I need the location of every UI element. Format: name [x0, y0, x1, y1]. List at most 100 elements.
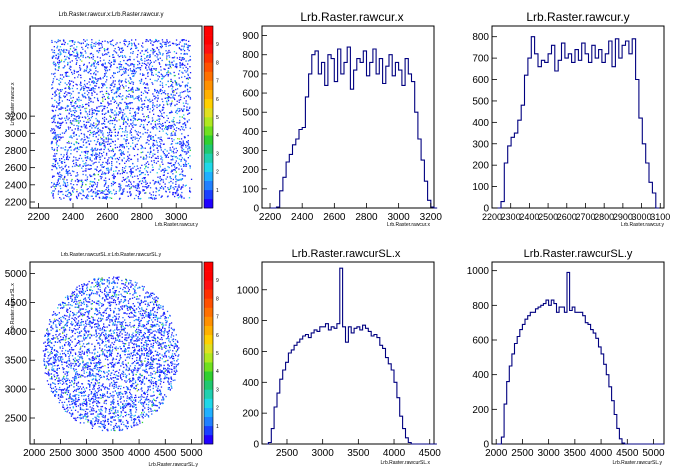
scatter-point [121, 172, 123, 175]
scatter-point [149, 98, 151, 100]
scatter-point [73, 383, 75, 385]
scatter-point [142, 156, 145, 158]
scatter-point [110, 150, 112, 152]
scatter-point [63, 331, 66, 333]
panel-rawcur-2d: Lrb.Raster.rawcur.x:Lrb.Raster.rawcur.y … [5, 12, 219, 228]
scatter-point [85, 117, 87, 119]
scatter-point [143, 158, 145, 160]
scatter-point [68, 99, 70, 101]
scatter-point [139, 304, 141, 306]
scatter-point [182, 174, 184, 176]
scatter-point [124, 56, 127, 58]
scatter-point [115, 348, 117, 350]
scatter-point [134, 360, 136, 363]
scatter-point [138, 420, 141, 422]
scatter-point [150, 61, 152, 63]
scatter-point [131, 102, 133, 104]
scatter-point [78, 315, 81, 317]
scatter-point [115, 290, 117, 292]
scatter-point [108, 120, 110, 122]
scatter-point [63, 92, 66, 94]
scatter-point [110, 43, 112, 45]
scatter-point [132, 88, 134, 90]
scatter-point [59, 51, 61, 53]
scatter-point [102, 196, 104, 198]
scatter-point [133, 68, 135, 70]
scatter-point [169, 176, 171, 178]
x-tick-label: 2400 [519, 212, 539, 222]
scatter-point [144, 341, 146, 343]
scatter-point [165, 45, 167, 47]
scatter-point [181, 149, 183, 152]
scatter-point [151, 117, 154, 119]
scatter-point [156, 100, 158, 102]
scatter-point [146, 355, 148, 357]
scatter-point [85, 165, 87, 167]
scatter-point [70, 103, 72, 105]
scatter-point [57, 394, 60, 396]
scatter-point [158, 40, 160, 42]
scatter-point [130, 187, 132, 189]
scatter-point [164, 121, 166, 124]
scatter-point [160, 305, 162, 307]
scatter-point [110, 108, 112, 111]
scatter-point [110, 156, 112, 158]
scatter-point [114, 176, 116, 178]
scatter-point [104, 98, 106, 100]
scatter-point [81, 93, 84, 96]
scatter-point [86, 137, 89, 139]
scatter-point [70, 135, 72, 137]
scatter-point [135, 424, 137, 426]
scatter-point [152, 142, 154, 144]
scatter-point [69, 307, 71, 309]
scatter-point [165, 347, 167, 349]
scatter-point [79, 407, 82, 410]
scatter-point [106, 41, 109, 43]
scatter-point [182, 58, 184, 61]
scatter-point [60, 327, 63, 329]
x-tick-label: 2600 [557, 212, 577, 222]
scatter-point [78, 57, 80, 59]
colorbar-tick-label: 3 [216, 151, 219, 157]
scatter-point [114, 100, 117, 102]
scatter-point [56, 140, 58, 142]
panel1-ylabel: Lrb.Raster.rawcur.x [10, 82, 16, 126]
scatter-point [77, 92, 80, 94]
scatter-point [54, 41, 56, 43]
scatter-point [161, 59, 163, 62]
scatter-point [122, 373, 124, 375]
scatter-point [152, 104, 154, 106]
scatter-point [114, 419, 116, 421]
scatter-point [161, 161, 163, 163]
scatter-point [180, 85, 182, 87]
scatter-point [122, 301, 125, 304]
scatter-point [126, 427, 128, 430]
scatter-point [66, 142, 68, 144]
scatter-point [170, 361, 172, 363]
scatter-point [52, 155, 55, 157]
scatter-point [124, 334, 126, 336]
scatter-point [71, 105, 73, 107]
scatter-point [75, 419, 77, 422]
scatter-point [96, 155, 98, 158]
scatter-point [53, 61, 55, 63]
scatter-point [113, 86, 115, 88]
scatter-point [98, 384, 100, 387]
scatter-point [92, 408, 95, 410]
scatter-point [62, 168, 64, 170]
scatter-point [129, 403, 131, 405]
scatter-point [159, 329, 161, 332]
scatter-point [125, 386, 128, 388]
scatter-point [75, 373, 77, 376]
scatter-point [74, 77, 76, 79]
scatter-point [167, 188, 170, 191]
scatter-point [95, 194, 98, 196]
scatter-point [153, 306, 155, 309]
scatter-point [69, 109, 71, 111]
scatter-point [115, 166, 117, 168]
scatter-point [168, 71, 170, 73]
scatter-point [87, 343, 89, 345]
scatter-point [136, 87, 138, 89]
scatter-point [137, 64, 139, 66]
scatter-point [88, 121, 90, 123]
